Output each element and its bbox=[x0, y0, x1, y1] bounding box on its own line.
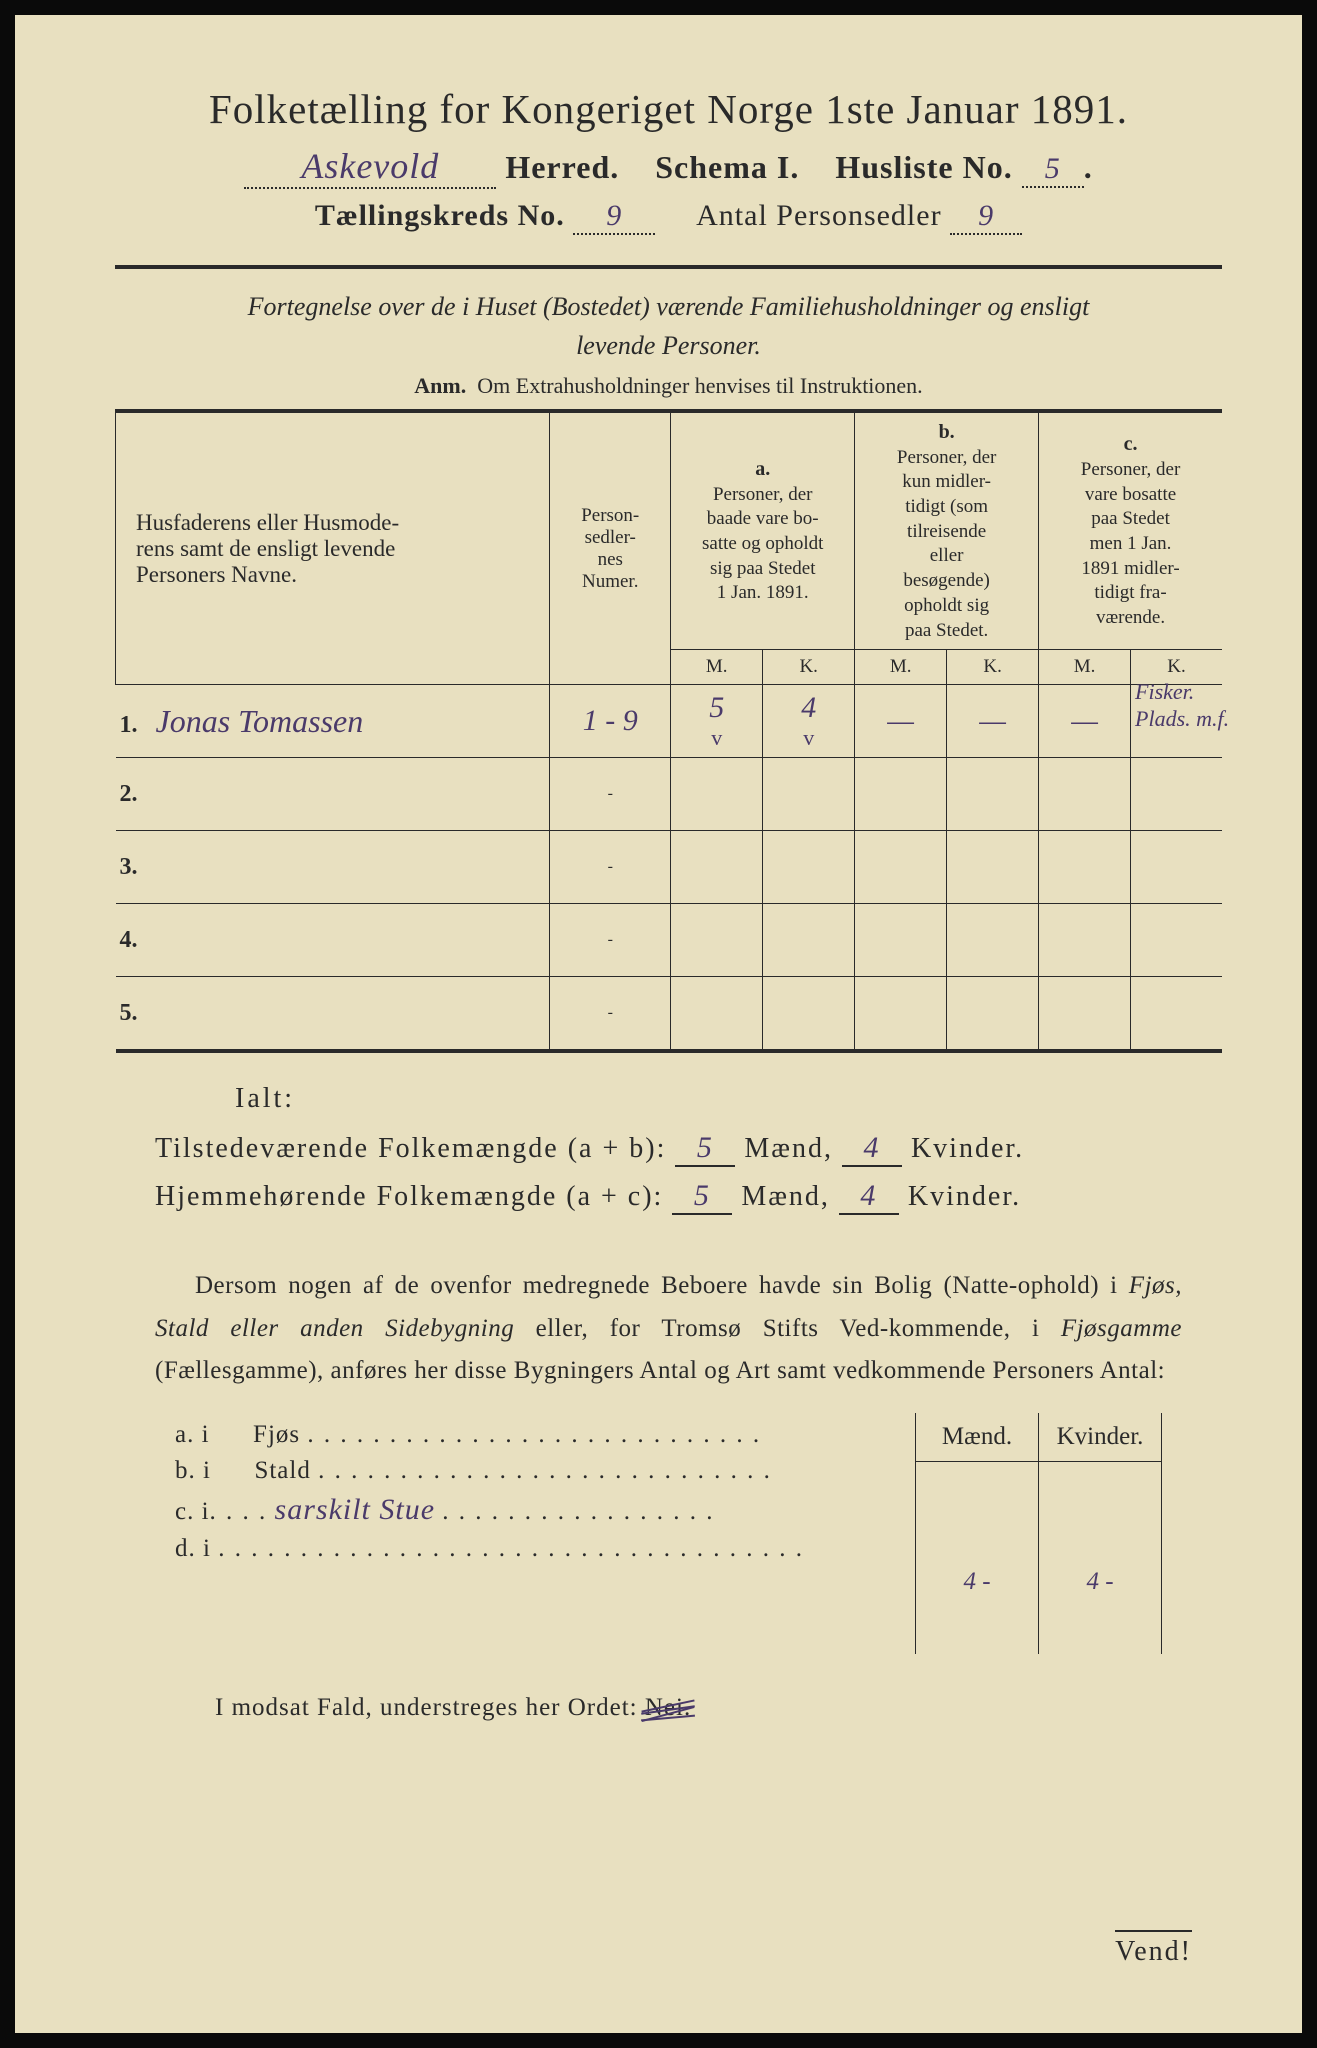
table-row: 3. - bbox=[116, 831, 1223, 904]
dash: - bbox=[550, 904, 671, 977]
cell-c-m: — bbox=[1039, 685, 1131, 758]
row-number: 5. bbox=[120, 1000, 150, 1027]
fortegnelse-line1: Fortegnelse over de i Huset (Bostedet) v… bbox=[248, 292, 1090, 321]
header-line-3: Tællingskreds No. 9 Antal Personsedler 9 bbox=[115, 199, 1222, 235]
table-row: 4. - bbox=[116, 904, 1223, 977]
dots: . . . . . . . . . . . . . . . . . . . . … bbox=[307, 1421, 761, 1448]
sidebyg-row-d: d. i . . . . . . . . . . . . . . . . . .… bbox=[175, 1535, 905, 1563]
tilstede-line: Tilstedeværende Folkemængde (a + b): 5 M… bbox=[155, 1131, 1222, 1167]
col-a-m: M. bbox=[671, 650, 763, 685]
census-form-page: Folketælling for Kongeriget Norge 1ste J… bbox=[0, 0, 1317, 2048]
hjemme-m: 5 bbox=[672, 1179, 732, 1215]
hjemme-line: Hjemmehørende Folkemængde (a + c): 5 Mæn… bbox=[155, 1179, 1222, 1215]
herred-label: Herred. bbox=[505, 149, 619, 185]
strikethrough-icon bbox=[641, 1705, 695, 1719]
hjemme-k: 4 bbox=[839, 1179, 899, 1215]
fortegnelse-subtitle: Fortegnelse over de i Huset (Bostedet) v… bbox=[115, 287, 1222, 365]
cell-b-m: — bbox=[855, 685, 947, 758]
tilstede-k: 4 bbox=[842, 1131, 902, 1167]
checkmark-icon: v bbox=[711, 725, 722, 750]
nei-label: I modsat Fald, understreges her Ordet: bbox=[215, 1694, 638, 1721]
dash: - bbox=[550, 977, 671, 1052]
sidebyg-row-c: c. i. . . . sarskilt Stue . . . . . . . … bbox=[175, 1493, 905, 1527]
margin-note: Fisker. Plads. m.f. bbox=[1135, 679, 1275, 732]
cell-a-m: 5 v bbox=[671, 685, 763, 758]
tilstede-m: 5 bbox=[675, 1131, 735, 1167]
dots: . . . . . . . . . . . . . . . . . . . . … bbox=[218, 1535, 804, 1562]
checkmark-icon: v bbox=[803, 725, 814, 750]
fortegnelse-line2: levende Personer. bbox=[576, 331, 761, 360]
nei-line: I modsat Fald, understreges her Ordet: N… bbox=[215, 1694, 1222, 1722]
dash: - bbox=[550, 758, 671, 831]
table-row: 5. - bbox=[116, 977, 1223, 1052]
ialt-label: Ialt: bbox=[235, 1083, 1222, 1115]
kreds-value: 9 bbox=[573, 199, 655, 235]
kvinder-label-2: Kvinder. bbox=[908, 1181, 1021, 1212]
row-number: 3. bbox=[120, 854, 150, 881]
maend-label: Mænd, bbox=[744, 1133, 833, 1164]
kvinder-label: Kvinder. bbox=[911, 1133, 1024, 1164]
col-head-b: b. Personer, der kun midler- tidigt (som… bbox=[855, 411, 1039, 650]
cell-a-k: 4 v bbox=[763, 685, 855, 758]
dots: . . . . . . . . . . . . . . . . . . . . … bbox=[318, 1457, 772, 1484]
form-title: Folketælling for Kongeriget Norge 1ste J… bbox=[115, 85, 1222, 133]
person-name: Jonas Tomassen bbox=[156, 703, 364, 739]
divider-1 bbox=[115, 265, 1222, 269]
col-a-k: K. bbox=[763, 650, 855, 685]
col-head-a: a. Personer, der baade vare bo- satte og… bbox=[671, 411, 855, 650]
kreds-label: Tællingskreds No. bbox=[315, 199, 565, 232]
col-c-m: M. bbox=[1039, 650, 1131, 685]
header-line-2: Askevold Herred. Schema I. Husliste No. … bbox=[115, 145, 1222, 189]
tilstede-label: Tilstedeværende Folkemængde (a + b): bbox=[155, 1133, 666, 1164]
household-table: Husfaderens eller Husmode- rens samt de … bbox=[115, 409, 1222, 1053]
col-head-c: c. Personer, der vare bosatte paa Stedet… bbox=[1039, 411, 1222, 650]
dash: - bbox=[550, 831, 671, 904]
sidebyg-c-k: 4 - bbox=[1039, 1558, 1162, 1606]
sidebyg-c-m: 4 - bbox=[916, 1558, 1039, 1606]
cell-c-k: Fisker. Plads. m.f. bbox=[1131, 685, 1222, 758]
personsedler-numer: 1 - 9 bbox=[550, 685, 671, 758]
col-head-name: Husfaderens eller Husmode- rens samt de … bbox=[116, 411, 550, 685]
cell-b-k: — bbox=[947, 685, 1039, 758]
antal-value: 9 bbox=[950, 199, 1022, 235]
table-row: 2. - bbox=[116, 758, 1223, 831]
sidebygning-paragraph: Dersom nogen af de ovenfor medregnede Be… bbox=[155, 1265, 1182, 1393]
vend-label: Vend! bbox=[1115, 1930, 1192, 1968]
dots: . . . . . . . . . . . . . . . . . bbox=[442, 1498, 714, 1525]
husliste-value: 5 bbox=[1022, 152, 1084, 188]
maend-label-2: Mænd, bbox=[741, 1181, 830, 1212]
row-number: 1. bbox=[120, 712, 150, 739]
mk-kvinder-head: Kvinder. bbox=[1039, 1413, 1162, 1462]
row-number: 4. bbox=[120, 927, 150, 954]
table-row: 1. Jonas Tomassen 1 - 9 5 v 4 v — — — Fi… bbox=[116, 685, 1223, 758]
sidebyg-row-a: a. i Fjøs . . . . . . . . . . . . . . . … bbox=[175, 1421, 905, 1449]
sidebyg-row-b: b. i Stald . . . . . . . . . . . . . . .… bbox=[175, 1457, 905, 1485]
anm-note: Anm. Anm. Om Extrahusholdninger henvises… bbox=[115, 373, 1222, 399]
mk-table: Mænd. Kvinder. 4 - 4 - bbox=[915, 1413, 1162, 1654]
husliste-label: Husliste No. bbox=[835, 149, 1012, 185]
row-number: 2. bbox=[120, 781, 150, 808]
schema-label: Schema I. bbox=[655, 149, 799, 185]
hjemme-label: Hjemmehørende Folkemængde (a + c): bbox=[155, 1181, 663, 1212]
sidebygning-section: a. i Fjøs . . . . . . . . . . . . . . . … bbox=[175, 1413, 1162, 1654]
col-head-numer: Person- sedler- nes Numer. bbox=[550, 411, 671, 685]
col-b-k: K. bbox=[947, 650, 1039, 685]
herred-value: Askevold bbox=[244, 145, 496, 189]
sidebyg-c-value: sarskilt Stue bbox=[275, 1493, 436, 1526]
antal-label: Antal Personsedler bbox=[696, 199, 941, 232]
col-b-m: M. bbox=[855, 650, 947, 685]
nei-word: Nei. bbox=[645, 1694, 691, 1722]
mk-maend-head: Mænd. bbox=[916, 1413, 1039, 1462]
